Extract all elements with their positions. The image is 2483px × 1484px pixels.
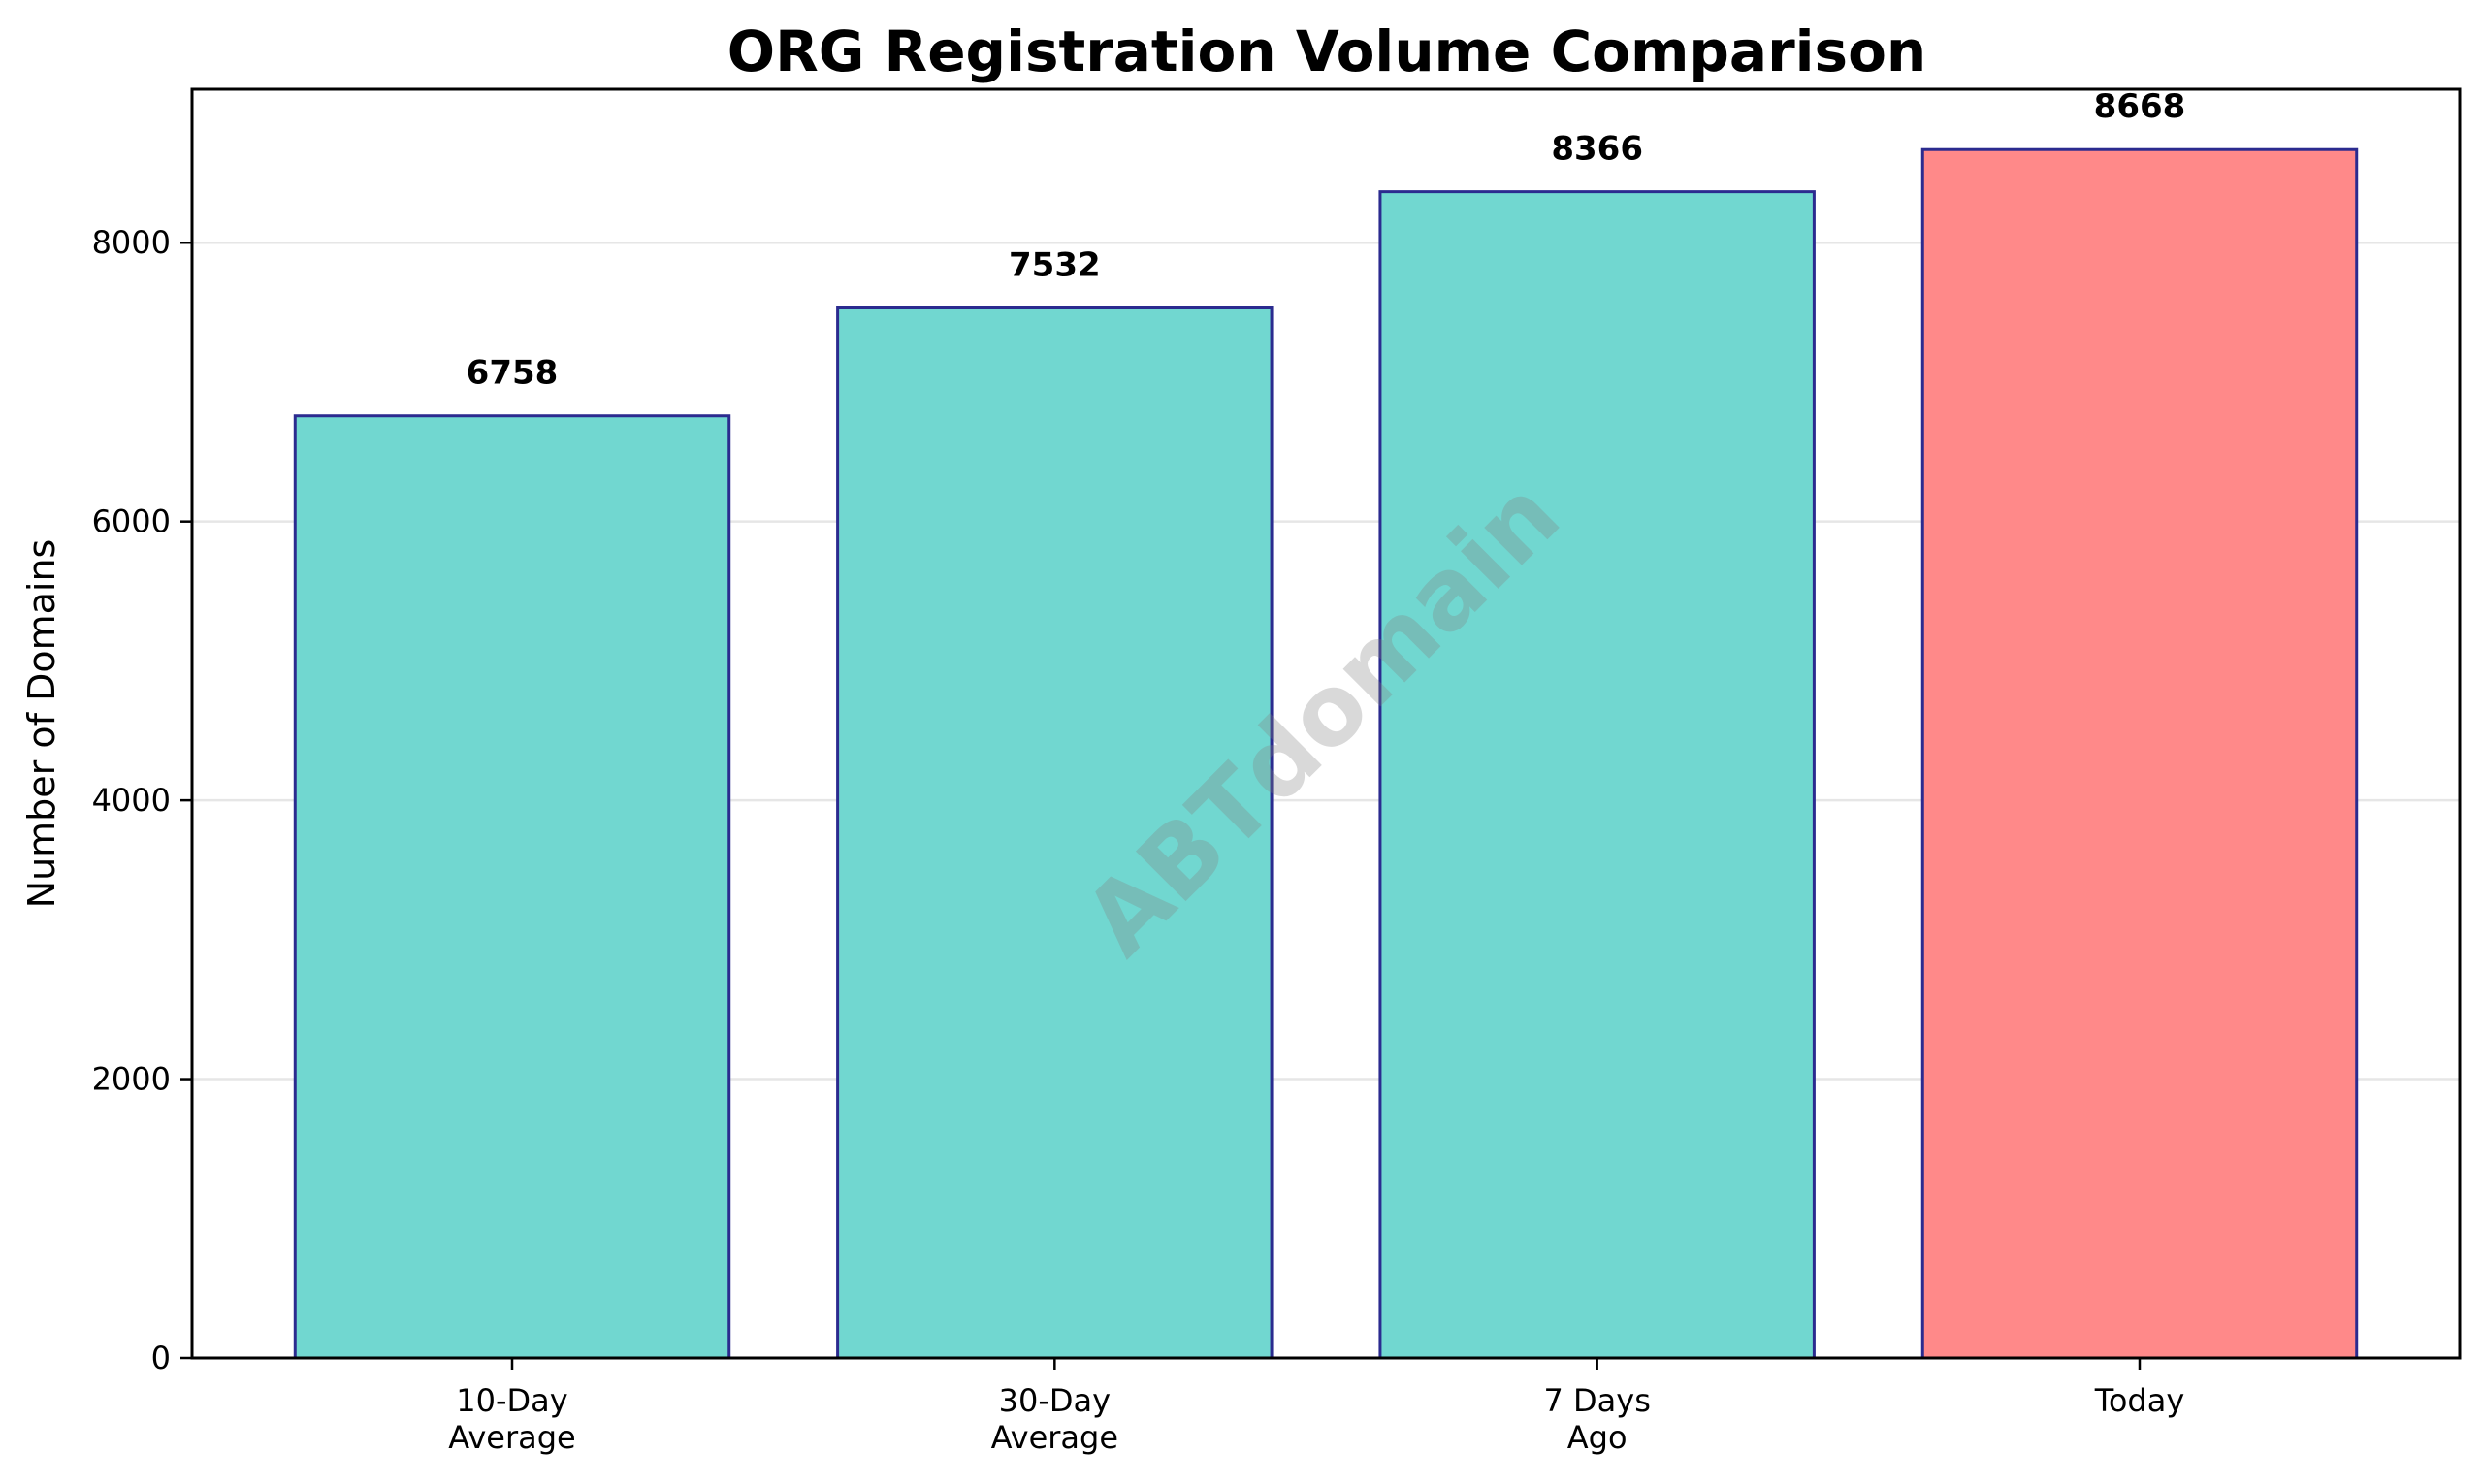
bar (1378, 190, 1816, 1360)
bar (1920, 147, 2359, 1360)
x-tick-label: 7 Days Ago (1543, 1382, 1650, 1456)
y-tick-label: 6000 (92, 503, 171, 540)
bar-value-label: 8668 (2094, 87, 2186, 126)
bar-value-label: 8366 (1551, 130, 1643, 169)
y-tick-label: 4000 (92, 782, 171, 819)
bar-value-label: 6758 (467, 354, 559, 393)
y-axis-ticks: 0 2000 4000 6000 8000 (92, 224, 192, 1376)
value-labels: 6758 7532 8366 8668 (467, 87, 2186, 393)
y-tick-label: 0 (151, 1339, 171, 1376)
y-axis-label: Number of Domains (20, 539, 63, 909)
x-tick-label: Today (2094, 1382, 2185, 1419)
bars (293, 147, 2359, 1360)
x-tick-label: 30-Day Average (991, 1382, 1118, 1456)
bar-value-label: 7532 (1009, 245, 1101, 284)
x-axis-ticks: 10-Day Average 30-Day Average 7 Days Ago Today (448, 1358, 2184, 1456)
bar (293, 414, 731, 1360)
plot-frame (190, 87, 2462, 1360)
y-tick-label: 2000 (92, 1061, 171, 1098)
x-tick-label: 10-Day Average (448, 1382, 575, 1456)
y-tick-label: 8000 (92, 224, 171, 261)
chart-title: ORG Registration Volume Comparison (727, 18, 1926, 84)
